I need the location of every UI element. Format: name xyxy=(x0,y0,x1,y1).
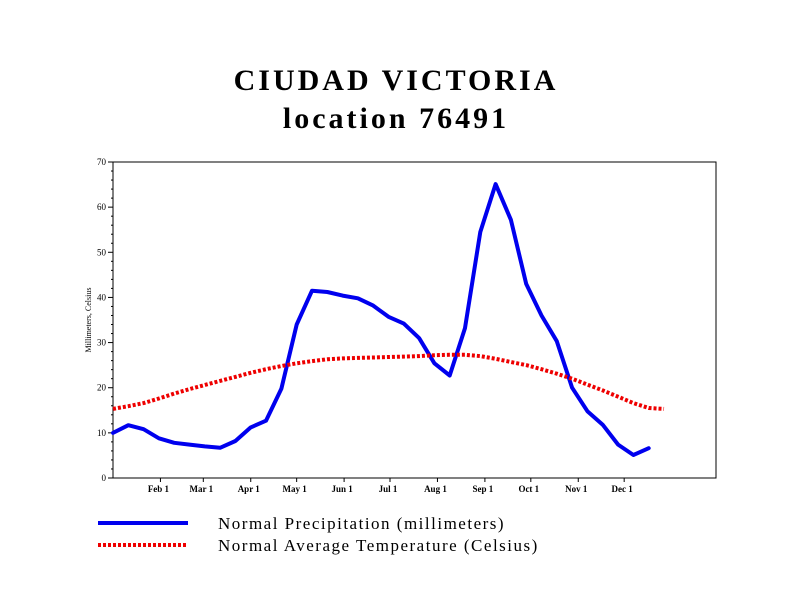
y-axis-ticks: 0 10 20 30 40 50 60 70 xyxy=(97,157,113,483)
precipitation-line xyxy=(111,182,651,457)
x-tick-label: Oct 1 xyxy=(518,484,539,494)
x-tick-label: Sep 1 xyxy=(473,484,494,494)
y-tick-label: 40 xyxy=(97,292,107,302)
y-tick-label: 60 xyxy=(97,202,107,212)
plot-frame xyxy=(112,161,717,479)
x-axis-ticks: Feb 1 Mar 1 Apr 1 May 1 Jun 1 Jul 1 Aug 1 Sep 1… xyxy=(148,478,633,494)
legend: Normal Precipitation (millimeters) Normal… xyxy=(98,514,539,555)
chart-subtitle: location 76491 xyxy=(282,102,510,135)
x-tick-label: Dec 1 xyxy=(612,484,634,494)
x-tick-label: Jun 1 xyxy=(331,484,353,494)
legend-label: Normal Average Temperature (Celsius) xyxy=(218,536,539,555)
y-tick-label: 50 xyxy=(97,247,107,257)
series-group xyxy=(111,182,665,457)
legend-label: Normal Precipitation (millimeters) xyxy=(218,514,505,533)
y-tick-label: 10 xyxy=(97,428,107,438)
x-tick-label: Aug 1 xyxy=(424,484,447,494)
x-tick-label: Apr 1 xyxy=(238,484,261,494)
y-tick-label: 0 xyxy=(102,473,107,483)
x-tick-label: Jul 1 xyxy=(379,484,398,494)
temperature-line xyxy=(112,352,665,411)
y-axis-label: Millimeters, Celsius xyxy=(84,288,93,353)
y-tick-label: 70 xyxy=(97,157,107,167)
x-tick-label: May 1 xyxy=(283,484,308,494)
y-tick-label: 20 xyxy=(97,383,107,393)
x-tick-label: Nov 1 xyxy=(565,484,588,494)
chart-title: CIUDAD VICTORIA xyxy=(233,64,559,97)
x-tick-label: Feb 1 xyxy=(148,484,170,494)
x-tick-label: Mar 1 xyxy=(190,484,214,494)
y-tick-label: 30 xyxy=(97,338,107,348)
